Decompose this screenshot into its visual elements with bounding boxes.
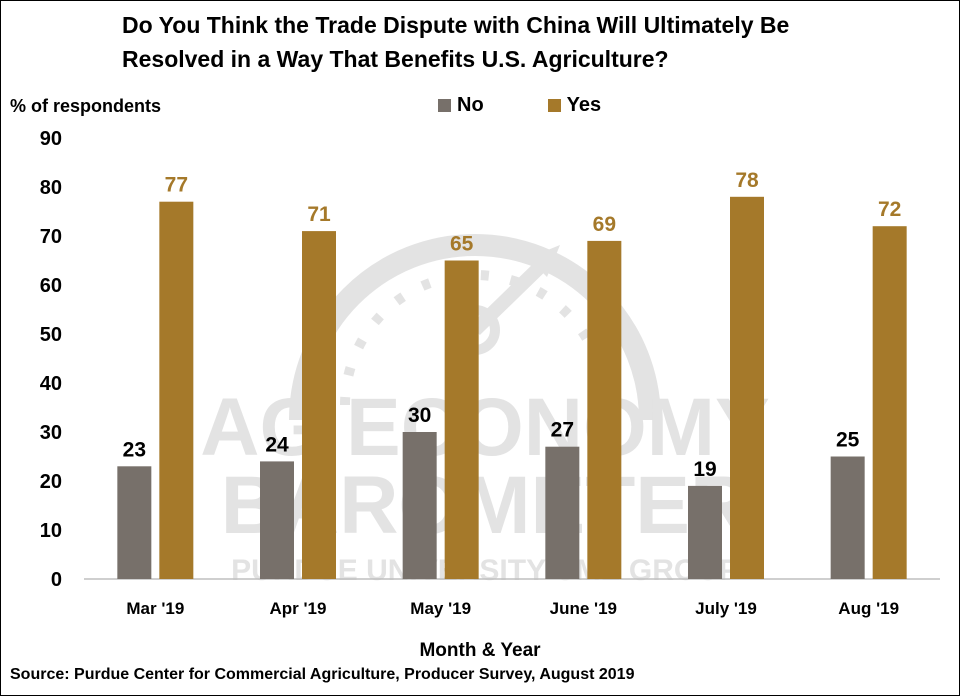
legend-label-no: No <box>457 94 484 116</box>
bar-yes <box>444 260 479 579</box>
y-tick-label: 50 <box>40 324 62 346</box>
data-label-no: 23 <box>123 438 146 461</box>
data-label-yes: 65 <box>450 233 474 256</box>
bar-no <box>260 461 294 579</box>
y-tick-label: 80 <box>40 177 62 199</box>
bar-no <box>830 456 865 579</box>
bar-no <box>402 432 437 579</box>
data-label-no: 30 <box>408 404 431 427</box>
axes: 0 10 20 30 40 50 60 70 80 90 Mar '19 Apr '19 May '19… <box>40 128 940 618</box>
legend-label-yes: Yes <box>566 94 602 116</box>
watermark-line-2: BAROMETER <box>221 460 749 551</box>
data-label-yes: 71 <box>307 203 331 226</box>
chart-title-line-2: Resolved in a Way That Benefits U.S. Agr… <box>122 46 669 72</box>
x-tick-label: July '19 <box>695 599 757 618</box>
bar-yes <box>587 240 622 579</box>
data-labels: 23 77 24 71 30 65 27 69 19 78 25 72 <box>123 169 902 481</box>
bar-yes <box>159 201 194 579</box>
watermark-gauge-ticks <box>340 270 610 406</box>
data-label-no: 19 <box>693 458 716 481</box>
x-tick-label: Aug '19 <box>838 599 899 618</box>
data-label-no: 25 <box>836 429 860 452</box>
y-tick-label: 0 <box>51 569 62 591</box>
x-tick-label: June '19 <box>550 599 617 618</box>
bar-yes <box>872 226 907 579</box>
data-label-yes: 77 <box>165 174 188 197</box>
y-tick-label: 60 <box>40 275 62 297</box>
x-tick-label: May '19 <box>410 599 471 618</box>
data-label-yes: 72 <box>878 198 901 221</box>
legend-item-no: No <box>438 94 484 117</box>
y-tick-label: 20 <box>40 471 62 493</box>
source-note: Source: Purdue Center for Commercial Agr… <box>10 666 635 683</box>
bar-yes <box>730 196 764 580</box>
x-tick-label: Apr '19 <box>270 599 327 618</box>
bar-yes <box>302 231 336 579</box>
watermark-line-1: AG ECONOMY <box>200 382 769 473</box>
y-tick-label: 90 <box>40 128 62 150</box>
legend-swatch-yes <box>547 99 561 112</box>
y-tick-label: 70 <box>40 226 62 248</box>
y-tick-label: 30 <box>40 422 62 444</box>
y-axis-label: % of respondents <box>10 96 162 116</box>
x-axis-label: Month & Year <box>419 640 541 661</box>
bars <box>117 196 907 580</box>
chart-title-line-1: Do You Think the Trade Dispute with Chin… <box>122 12 790 38</box>
data-label-no: 24 <box>265 433 289 456</box>
data-label-yes: 78 <box>735 169 759 192</box>
legend-item-yes: Yes <box>547 94 602 117</box>
y-tick-label: 40 <box>40 373 62 395</box>
bar-no <box>117 466 152 579</box>
data-label-yes: 69 <box>593 213 616 236</box>
chart-title: Do You Think the Trade Dispute with Chin… <box>122 8 922 76</box>
y-tick-label: 10 <box>40 520 62 542</box>
data-label-no: 27 <box>551 419 574 442</box>
bar-no <box>688 485 722 579</box>
watermark-needle-arrow <box>528 245 560 277</box>
bar-no <box>545 446 580 579</box>
x-tick-label: Mar '19 <box>126 599 184 618</box>
legend-swatch-no <box>438 99 451 112</box>
legend: No Yes <box>438 94 665 117</box>
